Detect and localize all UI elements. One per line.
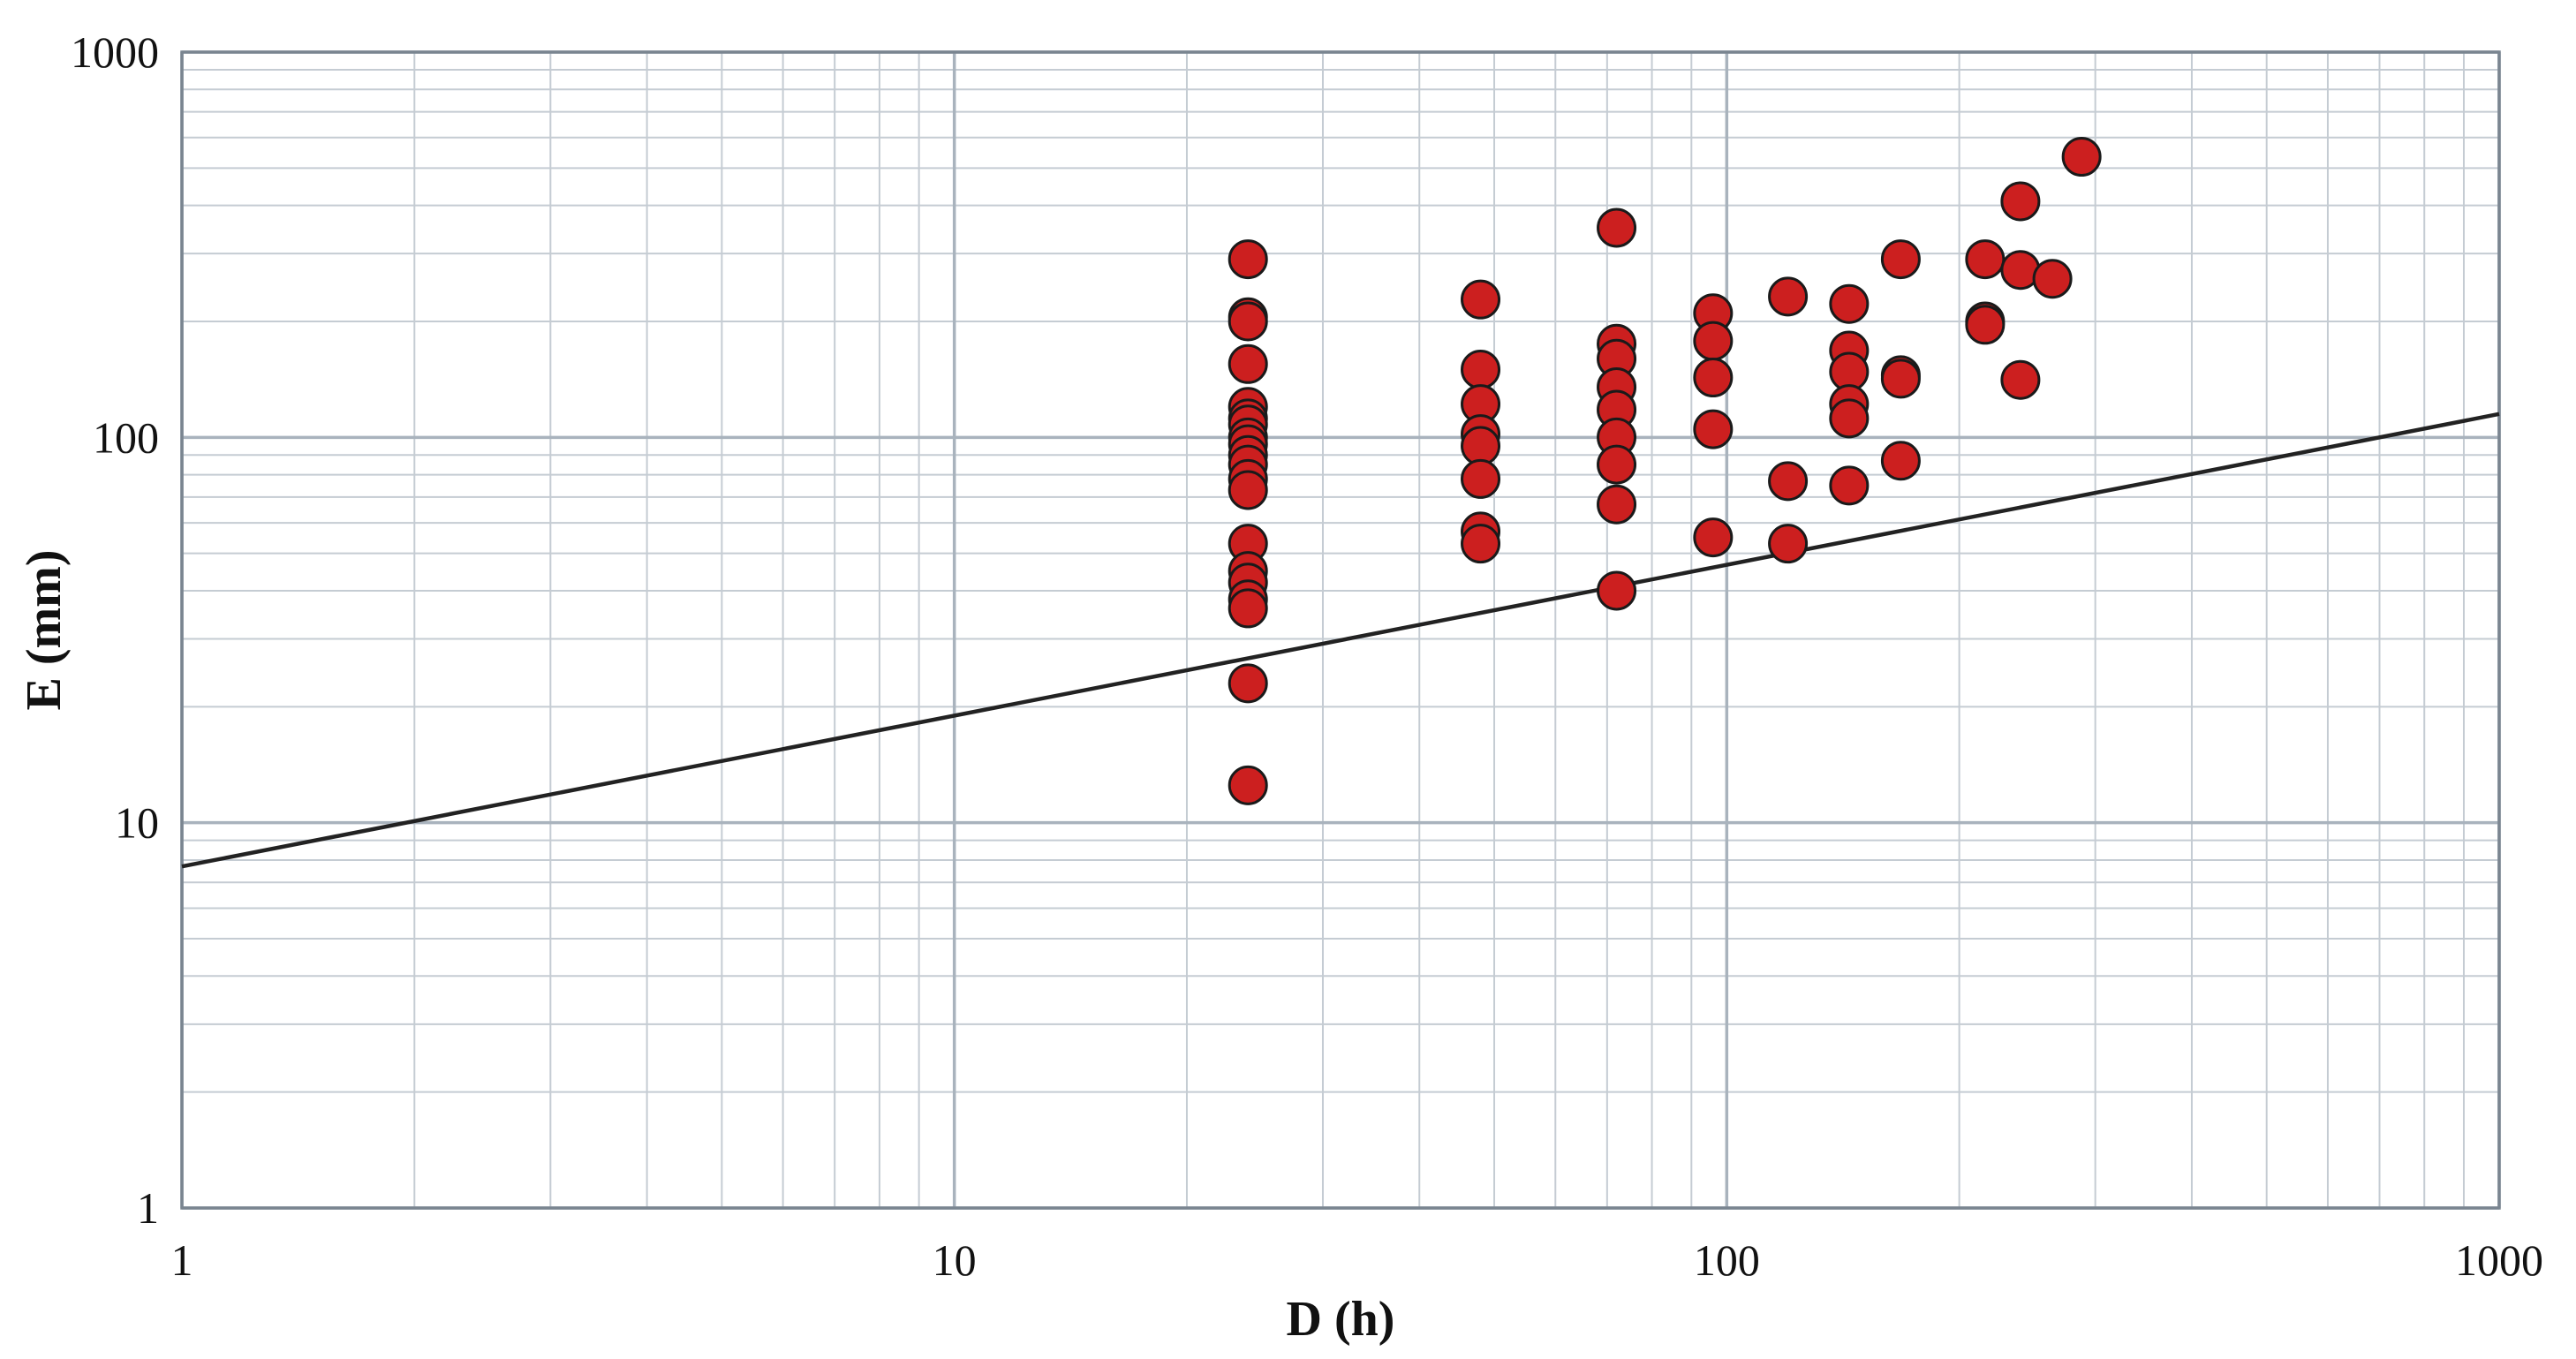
data-point [1768, 461, 1809, 502]
x-tick-label: 1000 [2455, 1235, 2543, 1285]
data-point [1693, 321, 1734, 361]
data-point [1693, 517, 1734, 558]
data-point [2000, 181, 2041, 222]
x-tick-label: 10 [933, 1235, 977, 1285]
data-point [1597, 208, 1637, 248]
x-tick-label: 1 [171, 1235, 193, 1285]
data-points [1228, 137, 2102, 805]
data-point [1228, 239, 1268, 280]
data-point [1768, 276, 1809, 317]
data-point [1880, 239, 1921, 280]
plot-frame [180, 50, 2501, 1210]
data-point [1228, 765, 1268, 805]
data-point [1228, 588, 1268, 629]
data-point [1597, 444, 1637, 485]
data-point [2032, 259, 2073, 299]
data-point [1693, 409, 1734, 449]
data-point [1829, 283, 1870, 324]
fit-lines [181, 411, 2500, 869]
x-axis-title: D (h) [1287, 1292, 1395, 1347]
y-tick-label: 1 [137, 1183, 159, 1233]
data-point [1597, 570, 1637, 611]
y-tick-label: 100 [93, 412, 159, 462]
data-point [1228, 344, 1268, 384]
grid [180, 50, 2501, 1210]
y-tick-label: 1000 [71, 27, 159, 77]
y-axis-title: E (mm) [17, 550, 72, 711]
fit-line [181, 411, 2500, 869]
data-point [1461, 458, 1501, 499]
data-point [1965, 305, 2006, 345]
data-point [1693, 358, 1734, 398]
x-tick-label: 100 [1694, 1235, 1760, 1285]
data-point [1965, 239, 2006, 280]
data-point [1880, 441, 1921, 481]
data-point [1461, 426, 1501, 466]
data-point [1228, 301, 1268, 342]
data-point [2000, 359, 2041, 400]
data-point [1880, 359, 1921, 399]
data-point [1768, 524, 1809, 564]
y-tick-label: 10 [115, 798, 159, 848]
data-point [1461, 279, 1501, 320]
x-axis-ticks: 1 10 100 1000 [171, 1235, 2544, 1285]
data-point [1829, 398, 1870, 439]
data-point [2061, 137, 2102, 177]
data-point [1228, 663, 1268, 704]
data-point [1461, 524, 1501, 564]
y-axis-ticks: 1 10 100 1000 [71, 27, 159, 1233]
data-point [1228, 470, 1268, 510]
data-point [1461, 349, 1501, 389]
data-point [1597, 484, 1637, 525]
data-point [1829, 465, 1870, 506]
